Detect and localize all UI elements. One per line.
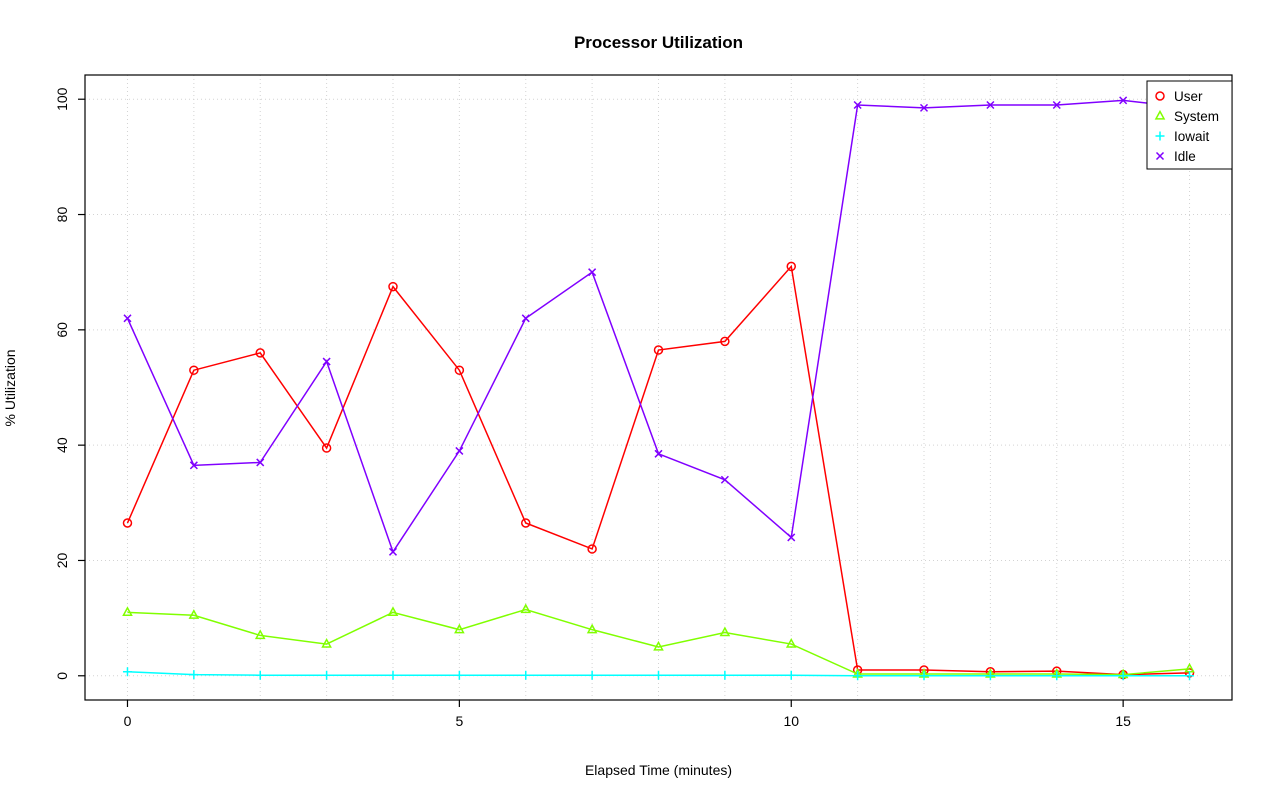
series-line [126, 264, 1190, 676]
legend-label-user: User [1174, 89, 1203, 104]
y-tick-label: 40 [54, 437, 70, 453]
y-tick-label: 100 [54, 87, 70, 111]
axis-ticks [78, 98, 1124, 707]
y-tick-label: 20 [54, 552, 70, 568]
y-tick-label: 0 [54, 672, 70, 680]
x-tick-label: 10 [783, 713, 799, 729]
x-axis-label: Elapsed Time (minutes) [584, 762, 733, 778]
series-line [126, 99, 1190, 554]
legend-label-iowait: Iowait [1174, 129, 1210, 144]
series-iowait [122, 667, 1195, 681]
series-line [127, 608, 1190, 676]
y-tick-label: 60 [54, 322, 70, 338]
legend: User System Iowait Idle [1146, 80, 1233, 170]
legend-label-system: System [1174, 109, 1219, 124]
x-tick-label: 0 [124, 713, 132, 729]
x-tick-label: 15 [1115, 713, 1131, 729]
legend-label-idle: Idle [1174, 149, 1196, 164]
plot-border [84, 74, 1233, 701]
series-idle [123, 96, 1194, 556]
x-tick-label: 5 [455, 713, 463, 729]
axis-tick-labels: 0 5 10 15 0 20 40 60 80 100 [54, 87, 1131, 729]
gridlines [85, 75, 1232, 700]
series-user [122, 261, 1195, 680]
chart-title: Processor Utilization [573, 33, 744, 52]
y-tick-label: 80 [54, 207, 70, 223]
